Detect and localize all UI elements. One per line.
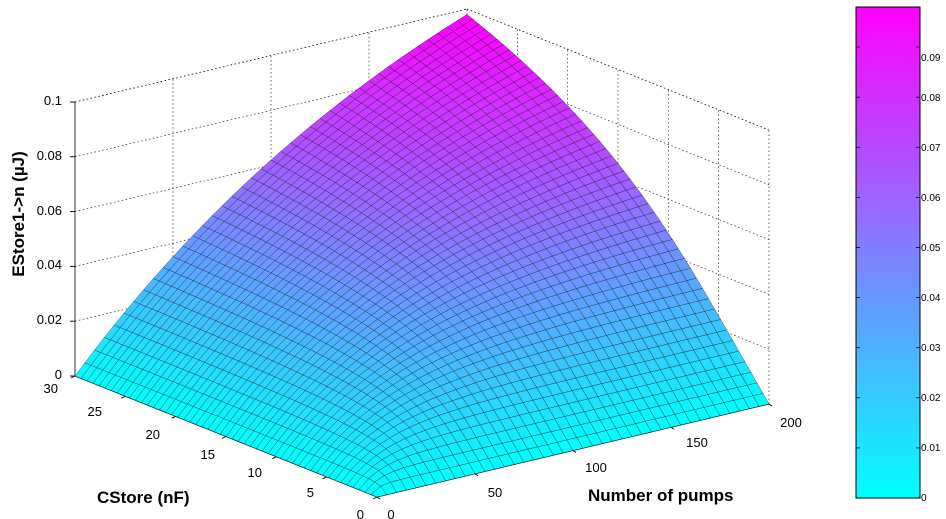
z-axis-label: EStore1->n (µJ) bbox=[9, 151, 28, 277]
colorbar bbox=[855, 6, 921, 499]
y-tick-label: 10 bbox=[248, 465, 262, 480]
y-axis-label: CStore (nF) bbox=[97, 488, 190, 507]
colorbar-tick-label: 0.06 bbox=[921, 193, 941, 204]
y-tick-label: 20 bbox=[146, 427, 160, 442]
colorbar-tick-label: 0.02 bbox=[921, 393, 941, 404]
colorbar-tick-label: 0 bbox=[921, 493, 927, 504]
colorbar-ticks bbox=[856, 46, 920, 499]
z-tick-label: 0.02 bbox=[37, 312, 62, 327]
y-tick-label: 30 bbox=[44, 381, 58, 396]
y-tick bbox=[272, 456, 277, 460]
surface bbox=[74, 14, 770, 498]
y-tick-label: 15 bbox=[201, 447, 215, 462]
y-tick bbox=[121, 395, 126, 399]
x-tick bbox=[474, 473, 479, 477]
y-tick-label: 25 bbox=[88, 404, 102, 419]
colorbar-tick-label: 0.08 bbox=[921, 93, 941, 104]
z-tick-label: 0.04 bbox=[37, 257, 62, 272]
x-tick-label: 0 bbox=[387, 507, 394, 519]
z-tick-label: 0 bbox=[55, 367, 62, 382]
x-tick-label: 100 bbox=[585, 460, 607, 475]
x-tick bbox=[768, 403, 773, 407]
y-tick bbox=[171, 415, 176, 419]
colorbar-tick-label: 0.05 bbox=[921, 243, 941, 254]
x-tick bbox=[376, 496, 381, 500]
z-tick-label: 0.1 bbox=[44, 93, 62, 108]
y-tick-label: 0 bbox=[357, 507, 364, 519]
colorbar-tick-label: 0.07 bbox=[921, 143, 941, 154]
z-gridline bbox=[74, 8, 468, 103]
colorbar-gradient bbox=[855, 6, 921, 499]
colorbar-tick-label: 0.09 bbox=[921, 53, 941, 64]
colorbar-tick-label: 0.03 bbox=[921, 343, 941, 354]
y-tick-label: 5 bbox=[307, 485, 314, 500]
z-gridline bbox=[74, 63, 468, 158]
x-tick-label: 200 bbox=[780, 415, 802, 430]
colorbar-tick-label: 0.01 bbox=[921, 443, 941, 454]
x-tick bbox=[670, 426, 675, 430]
surface-patch bbox=[752, 393, 770, 407]
x-axis-label: Number of pumps bbox=[588, 486, 733, 505]
x-tick bbox=[572, 450, 577, 453]
y-tick bbox=[322, 476, 327, 480]
colorbar-tick-label: 0.04 bbox=[921, 293, 941, 304]
x-tick-label: 50 bbox=[488, 485, 502, 500]
y-tick bbox=[372, 496, 378, 500]
y-tick bbox=[221, 436, 227, 439]
z-tick-label: 0.08 bbox=[37, 148, 62, 163]
z-tick-label: 0.06 bbox=[37, 203, 62, 218]
x-tick-label: 150 bbox=[686, 435, 708, 450]
